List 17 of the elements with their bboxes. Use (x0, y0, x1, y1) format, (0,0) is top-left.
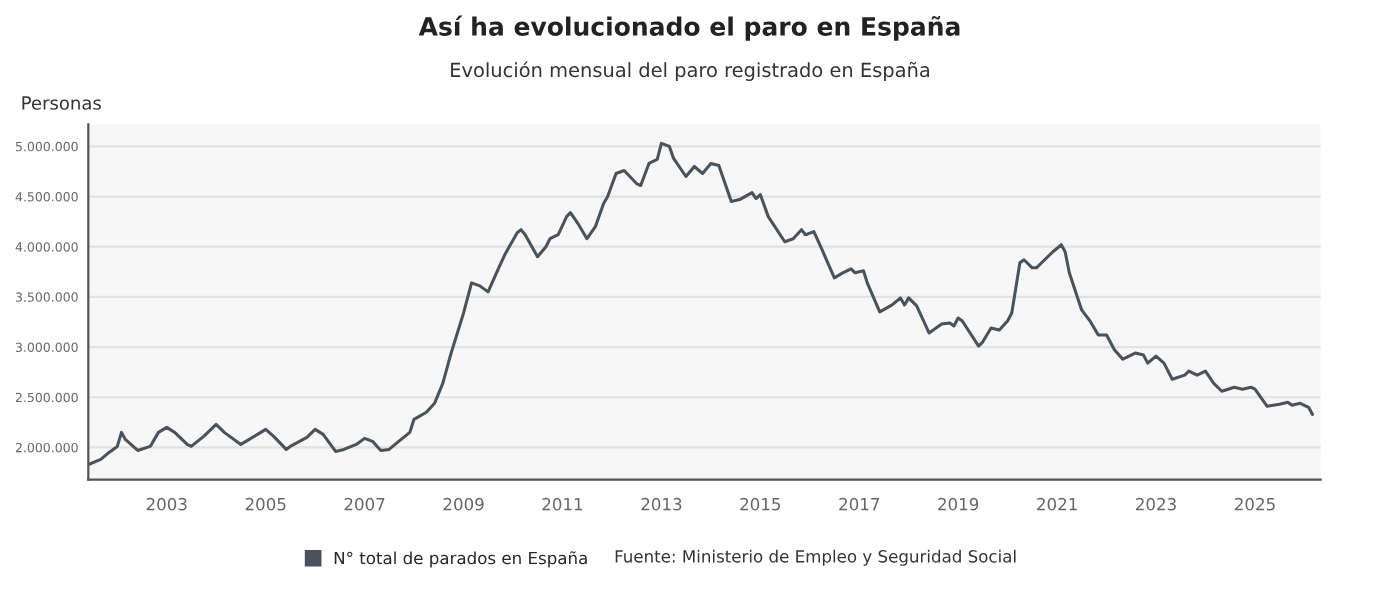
chart-subtitle: Evolución mensual del paro registrado en España (451, 61, 930, 81)
x-tick-label: 2009 (443, 497, 484, 511)
x-tick-label: 2011 (542, 497, 583, 511)
x-tick-label: 2021 (1037, 497, 1077, 511)
x-tick-label: 2005 (245, 497, 286, 511)
x-tick-label: 2007 (344, 497, 385, 511)
x-tick-label: 2017 (839, 497, 880, 511)
x-tick-label: 2019 (938, 497, 979, 511)
x-tick-label: 2013 (641, 497, 682, 511)
source-note: Fuente: Ministerio de Empleo y Seguridad Social (615, 549, 1016, 566)
x-tick-label: 2023 (1136, 497, 1176, 511)
x-tick-label: 2025 (1234, 497, 1275, 511)
x-tick-label: 2015 (740, 497, 781, 511)
y-axis-title: Personas (22, 96, 101, 110)
chart-title: Así ha evolucionado el paro en España (418, 15, 960, 41)
x-tick-label: 2003 (146, 497, 187, 511)
legend-label: N° total de parados en España (334, 551, 587, 568)
